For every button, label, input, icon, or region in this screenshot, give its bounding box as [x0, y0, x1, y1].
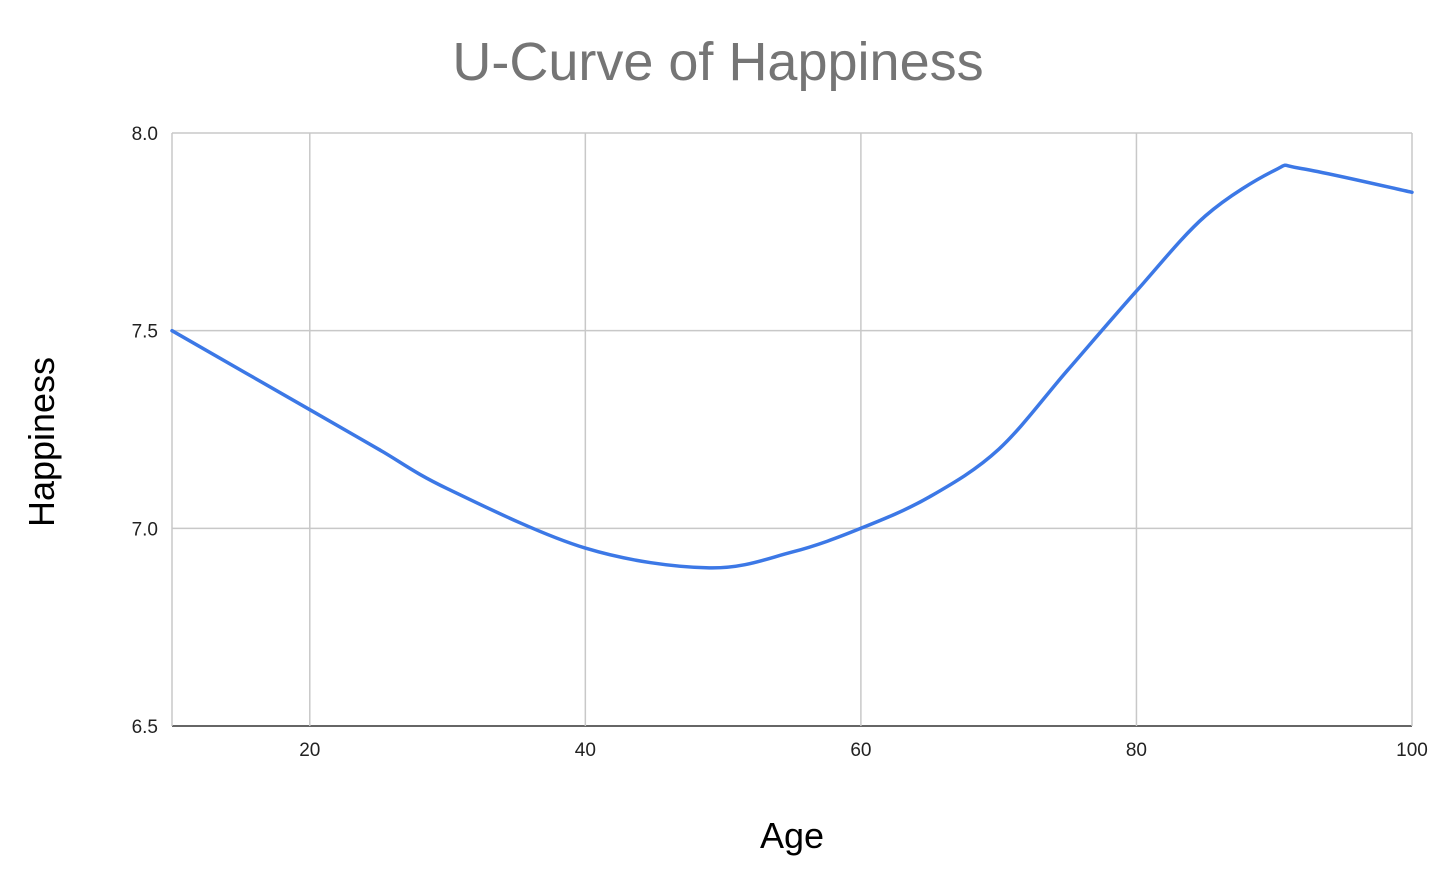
y-tick-label: 7.5 [132, 322, 158, 343]
x-tick-label: 20 [299, 740, 320, 761]
x-tick-label: 40 [575, 740, 596, 761]
tick-labels: 8.0 7.5 7.0 6.5 20 40 60 80 100 [132, 124, 1428, 761]
x-tick-label: 100 [1396, 740, 1428, 761]
grid-layer [171, 132, 1413, 727]
y-tick-label: 8.0 [132, 124, 158, 145]
y-tick-label: 7.0 [132, 519, 158, 540]
x-tick-label: 60 [850, 740, 871, 761]
chart-title: U-Curve of Happiness [452, 32, 983, 92]
x-tick-label: 80 [1126, 740, 1147, 761]
x-axis-title: Age [760, 815, 824, 856]
y-tick-label: 6.5 [132, 717, 158, 738]
y-axis-title: Happiness [21, 357, 62, 527]
series-layer [170, 163, 1414, 570]
series-line [170, 163, 1414, 570]
